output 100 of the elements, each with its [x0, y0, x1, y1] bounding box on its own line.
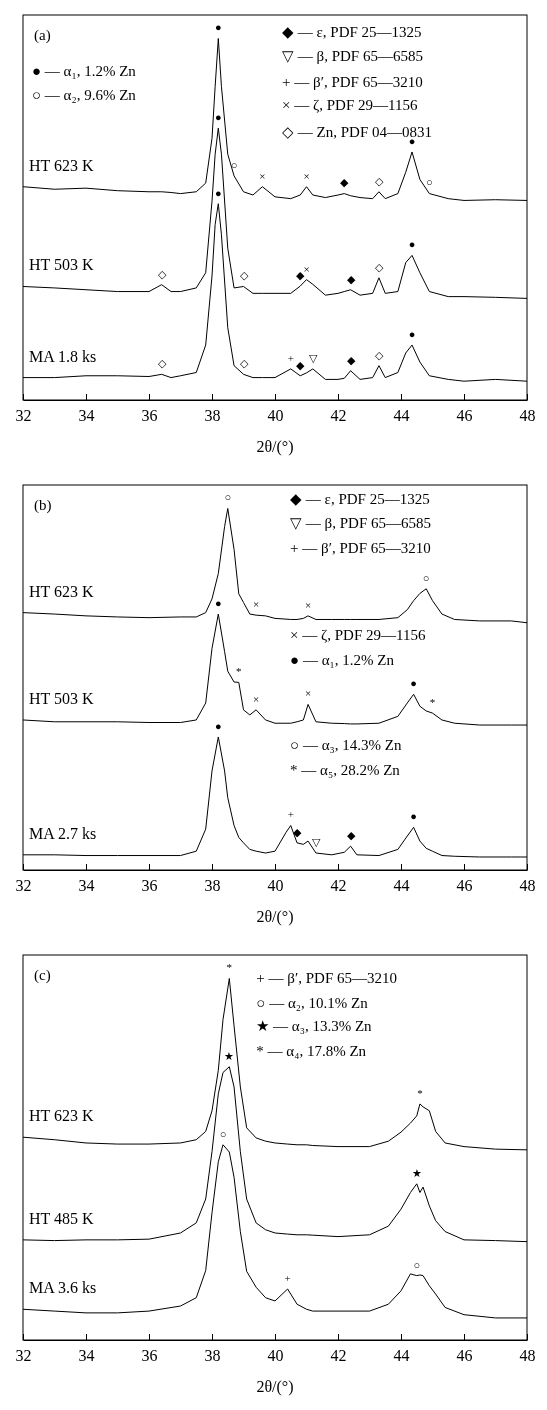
annotation: ● — α₁, 1.2% Zn — [32, 63, 137, 80]
annotation: ◆ — [346, 829, 356, 842]
annotation: + — β′, PDF 65—3210 — [290, 540, 431, 557]
series-label: MA 1.8 ks — [29, 347, 97, 365]
x-tick-label: 42 — [330, 877, 347, 895]
x-tick-label: 38 — [204, 407, 221, 425]
x-tick-label: 32 — [15, 1347, 32, 1365]
annotation: ○ — [426, 176, 433, 189]
x-tick-label: 48 — [519, 877, 536, 895]
annotation: + — β′, PDF 65—3210 — [282, 73, 423, 90]
annotation: × — ζ, PDF 29—1156 — [290, 626, 426, 643]
text: ◆ — ε, PDF 25—1325 — [290, 491, 430, 508]
x-tick-label: 44 — [393, 1347, 410, 1365]
annotation: + — [284, 1271, 291, 1284]
x-tick-label: 34 — [78, 407, 95, 425]
annotation: * — [226, 961, 233, 974]
annotation: ● — [214, 596, 222, 609]
annotation: ◆ — [296, 269, 306, 282]
annotation: ○ — [422, 571, 430, 584]
x-tick-label: 38 — [204, 1347, 221, 1365]
annotation: ● — [408, 238, 416, 251]
annotation: ◇ — [239, 269, 249, 282]
annotation: * — [236, 665, 242, 678]
annotation: ▽ — β, PDF 65—6585 — [282, 48, 423, 65]
annotation: ○ — α₂, 10.1% Zn — [256, 994, 369, 1011]
annotation: ○ — [224, 491, 232, 504]
x-tick-label: 44 — [393, 877, 410, 895]
annotation: × — ζ, PDF 29—1156 — [282, 96, 418, 113]
annotation: × — [259, 169, 266, 182]
x-tick-label: 40 — [267, 407, 284, 425]
x-axis-title: 2θ/(°) — [256, 1378, 294, 1396]
chart-title: (c) — [34, 967, 51, 985]
annotation: ○ — [219, 1127, 227, 1140]
series-label: HT 623 K — [29, 1107, 95, 1125]
annotation: × — [252, 692, 260, 705]
annotation: ★ — α₃, 13.3% Zn — [256, 1018, 373, 1035]
annotation: ○ — α₃, 14.3% Zn — [290, 736, 402, 753]
x-tick-label: 48 — [519, 1347, 536, 1365]
chart-title: (b) — [34, 497, 52, 515]
annotation: ▽ — [311, 835, 321, 848]
annotation: ● — [214, 111, 222, 124]
annotation: ◆ — [340, 176, 350, 189]
annotation: + — [287, 351, 294, 364]
series-label: HT 503 K — [29, 689, 95, 707]
series-label: HT 623 K — [29, 582, 95, 600]
series-label: HT 623 K — [29, 156, 95, 174]
x-tick-label: 34 — [78, 877, 95, 895]
series-label: MA 3.6 ks — [29, 1279, 97, 1297]
annotation: ● — [214, 21, 222, 34]
annotation: ◆ — [346, 353, 356, 366]
annotation: * — α₄, 17.8% Zn — [256, 1043, 367, 1060]
annotation: ★ — [224, 1049, 235, 1062]
annotation: * — [429, 696, 436, 709]
annotation: ◇ — [374, 348, 384, 361]
series-label: HT 485 K — [29, 1209, 95, 1227]
x-tick-label: 36 — [141, 877, 158, 895]
annotation: × — [303, 169, 310, 182]
annotation: ● — [214, 186, 222, 199]
annotation: ◆ — ε, PDF 25—1325 — [282, 23, 422, 40]
annotation: × — [304, 598, 312, 611]
chart-title: (a) — [34, 27, 51, 45]
annotation: ● — [410, 677, 417, 690]
annotation: ★ — [411, 1166, 422, 1179]
annotation: × — [304, 687, 312, 700]
x-tick-label: 34 — [78, 1347, 95, 1365]
x-tick-label: 46 — [456, 1347, 473, 1365]
x-tick-label: 36 — [141, 1347, 158, 1365]
x-tick-label: 46 — [456, 877, 473, 895]
x-tick-label: 46 — [456, 407, 473, 425]
annotation: ○ — [230, 158, 238, 171]
annotation: ● — [410, 810, 417, 823]
annotation: ◆ — [293, 825, 303, 838]
x-tick-label: 40 — [267, 1347, 284, 1365]
annotation: ● — α₁, 1.2% Zn — [290, 651, 395, 668]
annotation: * — α₅, 28.2% Zn — [290, 761, 401, 778]
annotation: ● — [214, 719, 222, 732]
annotation: × — [252, 598, 260, 611]
x-axis-title: 2θ/(°) — [256, 908, 294, 926]
annotation: ○ — [413, 1258, 421, 1271]
x-tick-label: 32 — [15, 877, 32, 895]
annotation: ● — [408, 327, 416, 340]
x-tick-label: 38 — [204, 877, 221, 895]
annotation: ○ — α₂, 9.6% Zn — [32, 86, 137, 103]
x-tick-label: 40 — [267, 877, 284, 895]
annotation: ▽ — β, PDF 65—6585 — [290, 514, 432, 531]
annotation: ◆ — [296, 358, 306, 371]
annotation: ◇ — [374, 174, 384, 187]
series-label: HT 503 K — [29, 256, 95, 274]
series-label: MA 2.7 ks — [29, 824, 97, 842]
annotation: ◇ — [239, 357, 249, 370]
x-tick-label: 32 — [15, 407, 32, 425]
x-axis-title: 2θ/(°) — [256, 438, 294, 456]
x-tick-label: 36 — [141, 407, 158, 425]
annotation: + — β′, PDF 65—3210 — [256, 969, 397, 986]
annotation: ◆ — [346, 272, 356, 285]
annotation: ◇ — [374, 260, 384, 273]
annotation: ◇ — [157, 267, 167, 280]
x-tick-label: 42 — [330, 407, 347, 425]
annotation: ◇ — [157, 357, 167, 370]
annotation: * — [417, 1086, 423, 1099]
